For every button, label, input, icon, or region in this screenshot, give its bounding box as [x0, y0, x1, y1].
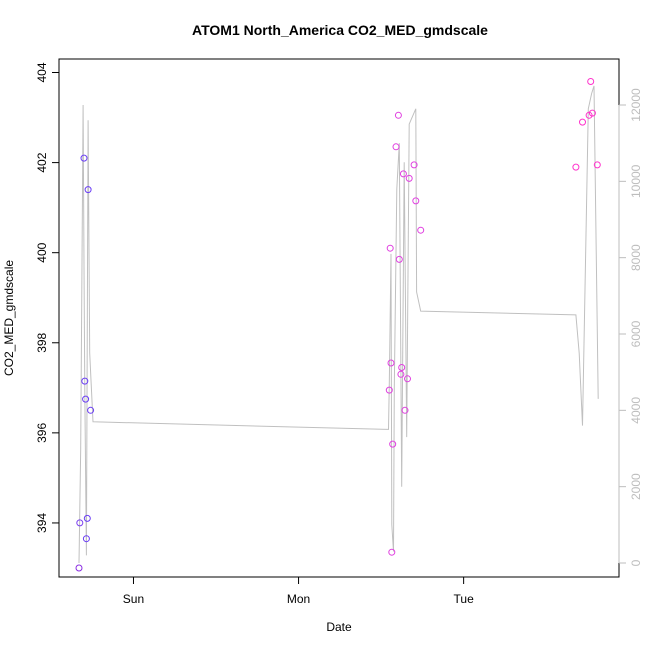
- data-point: [83, 514, 91, 522]
- y2-tick-label: 0: [629, 559, 643, 566]
- x-tick-label: Tue: [454, 592, 475, 606]
- y2-tick-label: 6000: [629, 320, 643, 347]
- y-tick-label: 394: [35, 513, 49, 533]
- data-point: [385, 386, 393, 394]
- y-tick-label: 396: [35, 423, 49, 443]
- data-point: [389, 440, 397, 448]
- y-tick-label: 400: [35, 242, 49, 262]
- chart-title: ATOM1 North_America CO2_MED_gmdscale: [192, 22, 488, 38]
- data-point: [587, 78, 595, 85]
- y-axis-label: CO2_MED_gmdscale: [2, 260, 16, 376]
- data-point: [412, 197, 420, 205]
- data-point: [392, 143, 400, 151]
- series-layer: [75, 78, 601, 572]
- data-point: [579, 118, 586, 126]
- plot-area-border: [58, 58, 620, 578]
- data-point: [80, 154, 88, 162]
- data-point: [410, 161, 418, 169]
- x-axis: Sun Mon Tue: [123, 576, 475, 606]
- data-point: [75, 564, 83, 572]
- y-axis-right: 0 2000 4000 6000 8000 10000 12000: [618, 88, 643, 566]
- data-point: [81, 377, 89, 385]
- x-tick-label: Mon: [287, 592, 310, 606]
- data-point: [401, 406, 409, 414]
- data-point: [387, 359, 395, 367]
- data-point: [593, 161, 601, 169]
- data-point: [417, 226, 425, 234]
- data-point: [84, 186, 92, 194]
- y2-tick-label: 12000: [629, 88, 643, 122]
- y2-tick-label: 8000: [629, 244, 643, 271]
- data-point: [398, 364, 406, 371]
- data-point: [87, 406, 95, 414]
- data-point: [394, 111, 402, 119]
- y-axis-left: 394 396 398 400 402 404: [35, 62, 60, 533]
- data-point: [399, 170, 407, 178]
- data-point: [82, 395, 90, 403]
- y-tick-label: 398: [35, 332, 49, 352]
- data-point: [572, 163, 580, 171]
- data-point: [82, 535, 90, 543]
- series-line: [78, 85, 599, 564]
- x-tick-label: Sun: [123, 592, 144, 606]
- y2-tick-label: 10000: [629, 164, 643, 198]
- data-point: [395, 255, 403, 263]
- y-tick-label: 402: [35, 152, 49, 172]
- data-point: [405, 174, 413, 182]
- data-point: [404, 375, 411, 383]
- data-point: [588, 109, 596, 117]
- data-point: [76, 519, 84, 527]
- data-point: [397, 370, 405, 378]
- y-tick-label: 404: [35, 62, 49, 82]
- data-point: [388, 548, 396, 556]
- x-axis-label: Date: [326, 620, 352, 634]
- y2-tick-label: 2000: [629, 473, 643, 500]
- data-point: [386, 244, 394, 252]
- y2-tick-label: 4000: [629, 397, 643, 424]
